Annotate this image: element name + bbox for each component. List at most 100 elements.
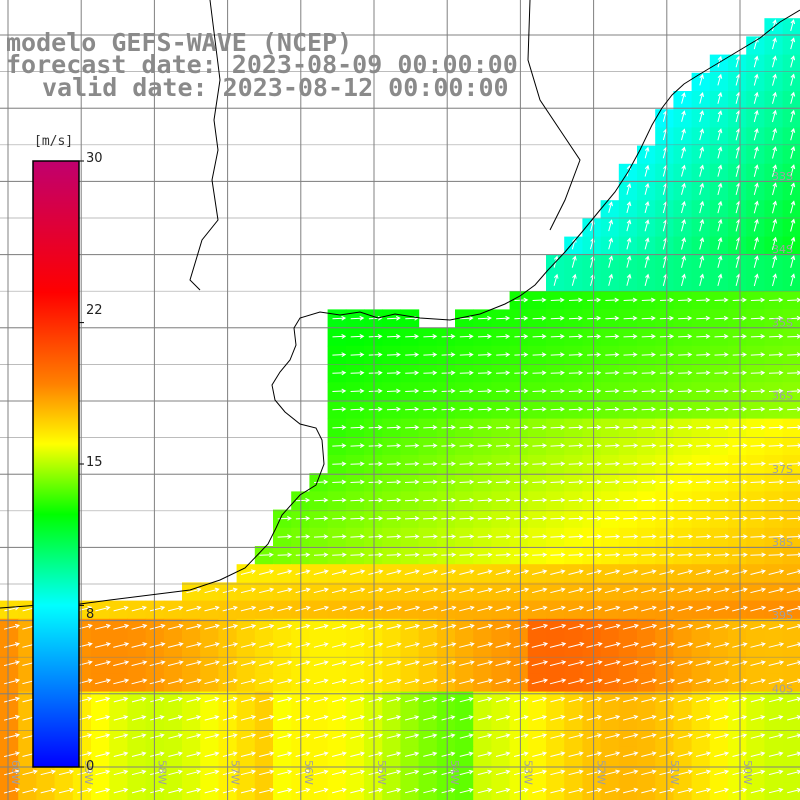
wind-arrow xyxy=(386,425,402,430)
wind-arrow xyxy=(258,605,275,612)
wind-arrow xyxy=(423,516,438,521)
wind-arrow xyxy=(713,678,730,685)
wind-arrow xyxy=(295,552,311,558)
wind-arrow xyxy=(695,497,712,503)
wind-arrow xyxy=(513,787,529,794)
legend-tick-30: 30 xyxy=(86,151,103,166)
wind-arrow xyxy=(149,660,166,667)
wind-arrow xyxy=(568,733,584,739)
wind-arrow xyxy=(696,406,711,412)
wind-arrow xyxy=(644,182,650,195)
wind-arrow xyxy=(644,219,650,232)
wind-arrow xyxy=(350,479,365,485)
wind-arrow xyxy=(368,406,383,412)
wind-arrow xyxy=(459,769,474,776)
wind-arrow xyxy=(386,497,402,503)
wind-arrow xyxy=(732,715,748,721)
wind-arrow xyxy=(623,315,638,321)
wind-arrow xyxy=(350,497,365,503)
wind-arrow xyxy=(222,787,238,794)
wind-arrow xyxy=(699,91,704,104)
wind-arrow xyxy=(753,109,759,123)
wind-arrow xyxy=(550,315,565,321)
wind-arrow xyxy=(495,461,511,467)
wind-arrow xyxy=(604,678,621,685)
wind-arrow xyxy=(608,237,614,250)
lat-label: 39S xyxy=(772,609,793,622)
wind-arrow xyxy=(350,733,366,739)
wind-arrow xyxy=(550,297,565,303)
wind-arrow xyxy=(459,660,475,666)
wind-arrow xyxy=(768,461,785,467)
wind-arrow xyxy=(131,715,147,721)
wind-arrow xyxy=(459,678,475,685)
wind-arrow xyxy=(531,678,549,685)
wind-arrow xyxy=(641,388,657,394)
wind-arrow xyxy=(332,479,347,485)
wind-arrow xyxy=(750,552,767,558)
wind-arrow xyxy=(22,787,38,794)
wind-arrow xyxy=(94,660,112,667)
wind-arrow xyxy=(368,516,384,521)
wind-arrow xyxy=(404,660,421,666)
wind-arrow xyxy=(717,91,723,104)
wind-arrow xyxy=(295,605,311,612)
wind-arrow xyxy=(423,715,438,721)
wind-arrow xyxy=(313,715,329,721)
wind-arrow xyxy=(605,297,620,303)
wind-arrow xyxy=(368,425,383,430)
wind-arrow xyxy=(350,370,365,376)
wind-arrow xyxy=(477,587,493,594)
wind-arrow xyxy=(622,678,640,685)
wind-arrow xyxy=(496,315,511,321)
wind-arrow xyxy=(550,751,566,757)
wind-arrow xyxy=(786,425,800,430)
wind-arrow xyxy=(422,678,439,685)
wind-arrow xyxy=(477,678,494,685)
wind-arrow xyxy=(568,552,584,558)
coastline-main xyxy=(0,9,800,609)
wind-arrow xyxy=(604,733,621,739)
wind-arrow xyxy=(423,552,438,558)
wind-arrow xyxy=(714,370,729,376)
wind-arrow xyxy=(477,769,493,776)
wind-arrow xyxy=(477,733,493,739)
wind-arrow xyxy=(441,769,456,776)
wind-arrow xyxy=(786,516,800,521)
wind-arrow xyxy=(477,334,492,339)
wind-arrow xyxy=(405,334,420,339)
wind-arrow xyxy=(513,552,530,558)
wind-arrow xyxy=(640,660,658,667)
wind-arrow xyxy=(350,406,365,412)
wind-arrow xyxy=(386,352,401,358)
wind-arrow xyxy=(677,425,693,430)
wind-arrow xyxy=(477,751,493,757)
wind-arrow xyxy=(167,678,184,685)
wind-arrow xyxy=(477,534,493,539)
wind-arrow xyxy=(513,769,529,776)
wind-arrow xyxy=(222,587,238,594)
wind-arrow xyxy=(495,569,512,575)
wind-arrow xyxy=(477,552,493,558)
wind-arrow xyxy=(532,769,548,776)
wind-arrow xyxy=(677,660,694,667)
wind-arrow xyxy=(441,751,456,757)
wind-arrow xyxy=(568,370,584,376)
wind-arrow xyxy=(786,534,800,539)
wind-arrow xyxy=(405,443,420,448)
wind-arrow xyxy=(790,182,796,196)
wind-arrow xyxy=(3,769,21,776)
wind-arrow xyxy=(550,569,566,575)
wind-arrow xyxy=(331,696,347,703)
wind-arrow xyxy=(58,769,75,776)
wind-arrow xyxy=(696,388,711,394)
wind-arrow xyxy=(441,406,456,412)
wind-arrow xyxy=(459,406,474,412)
wind-arrow xyxy=(131,769,147,776)
wind-arrow xyxy=(459,569,475,575)
wind-arrow xyxy=(787,334,800,339)
wind-arrow xyxy=(750,370,766,376)
wind-arrow xyxy=(772,109,777,123)
wind-arrow xyxy=(186,587,202,594)
wind-arrow xyxy=(787,751,800,757)
